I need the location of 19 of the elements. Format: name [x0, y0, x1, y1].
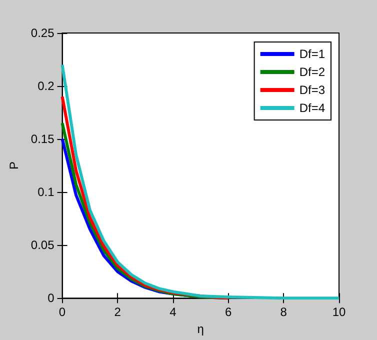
x-axis-title: η: [197, 322, 204, 336]
x-tick-label: 0: [58, 305, 66, 320]
x-tick-label: 6: [224, 305, 232, 320]
y-tick-label: 0.1: [38, 185, 55, 200]
x-tick-label: 10: [332, 305, 346, 320]
legend-label: Df=2: [299, 65, 326, 79]
y-tick-label: 0.25: [30, 26, 55, 40]
line-series: [60, 63, 340, 300]
y-tick-label: 0: [48, 291, 55, 306]
y-tick-label: 0.2: [38, 79, 55, 94]
y-tick-label: 0.05: [30, 238, 55, 252]
y-tick-label: 0.15: [30, 132, 55, 146]
x-tick-label: 8: [280, 305, 288, 320]
x-tick-label: 4: [170, 305, 177, 320]
y-axis-title: P: [7, 162, 21, 170]
legend-label: Df=3: [299, 83, 326, 97]
legend-label: Df=1: [299, 47, 326, 61]
legend-label: Df=4: [299, 101, 326, 115]
x-tick-label: 2: [114, 305, 122, 320]
